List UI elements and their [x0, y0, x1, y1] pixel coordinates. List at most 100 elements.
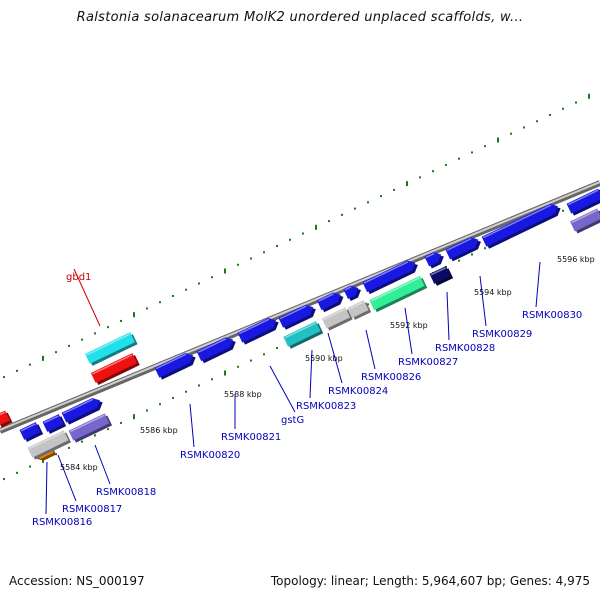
- gene-feature[interactable]: [0, 410, 13, 428]
- gene-feature[interactable]: [27, 430, 72, 461]
- gene-body: [424, 252, 442, 267]
- label-leader-line: [57, 454, 77, 502]
- gene-label[interactable]: RSMK00824: [328, 386, 388, 397]
- ruler-label: 5584 kbp: [60, 463, 98, 472]
- gene-body: [19, 422, 41, 440]
- gene-highlight: [430, 267, 446, 276]
- gene-feature[interactable]: [566, 186, 600, 217]
- gene-body: [566, 188, 600, 214]
- gene-highlight: [86, 333, 131, 356]
- map-title: Ralstonia solanacearum MolK2 unordered u…: [76, 10, 524, 25]
- label-leader-line: [479, 275, 487, 327]
- label-leader-line: [365, 329, 376, 370]
- gene-feature[interactable]: [429, 265, 454, 286]
- gene-feature[interactable]: [481, 201, 563, 250]
- gene-body: [42, 414, 64, 432]
- gene-body: [0, 410, 10, 426]
- label-leader-line: [189, 403, 195, 448]
- gene-highlight: [197, 338, 227, 353]
- gene-body: [61, 397, 101, 423]
- gene-label[interactable]: RSMK00828: [435, 343, 495, 354]
- gene-feature[interactable]: [369, 275, 428, 313]
- gene-highlight: [69, 414, 105, 433]
- gene-label[interactable]: RSMK00830: [522, 310, 582, 321]
- topology-text: Topology: linear; Length: 5,964,607 bp; …: [270, 574, 590, 588]
- gene-feature[interactable]: [90, 352, 140, 385]
- gene-feature[interactable]: [570, 208, 600, 234]
- gene-body: [369, 275, 425, 311]
- gene-feature[interactable]: [445, 234, 483, 262]
- ruler-label: 5586 kbp: [140, 426, 178, 435]
- gene-label[interactable]: RSMK00826: [361, 372, 421, 383]
- gene-body: [278, 304, 314, 328]
- gene-feature[interactable]: [347, 299, 372, 320]
- gene-highlight: [28, 431, 64, 450]
- gene-feature[interactable]: [154, 350, 198, 381]
- gene-body: [481, 203, 558, 247]
- gene-highlight: [43, 415, 59, 424]
- gene-feature[interactable]: [278, 302, 318, 331]
- gene-feature[interactable]: [283, 321, 324, 350]
- gene-highlight: [92, 354, 133, 375]
- gene-highlight: [0, 411, 6, 418]
- gene-feature[interactable]: [85, 332, 138, 367]
- label-leader-line: [269, 365, 296, 413]
- gene-body: [347, 300, 369, 318]
- gene-label[interactable]: RSMK00823: [296, 401, 356, 412]
- gene-label[interactable]: RSMK00820: [180, 450, 240, 461]
- gene-label[interactable]: RSMK00818: [96, 487, 156, 498]
- gene-label[interactable]: RSMK00817: [62, 504, 122, 515]
- gene-body: [90, 353, 138, 383]
- gene-feature[interactable]: [343, 282, 363, 302]
- gene-highlight: [363, 261, 409, 284]
- gene-feature[interactable]: [321, 307, 353, 332]
- gene-feature[interactable]: [61, 395, 105, 426]
- label-leader-line: [73, 268, 101, 327]
- ruler-label: 5596 kbp: [557, 255, 595, 264]
- gene-feature[interactable]: [196, 334, 238, 364]
- upper-tick-track: [3, 93, 590, 379]
- ruler-label: 5594 kbp: [474, 288, 512, 297]
- gene-label[interactable]: RSMK00816: [32, 517, 92, 528]
- gene-label[interactable]: gbd1: [66, 272, 91, 283]
- label-leader-line: [446, 291, 450, 341]
- gene-highlight: [284, 322, 316, 339]
- gene-label[interactable]: gstG: [281, 415, 304, 426]
- gene-highlight: [323, 308, 346, 321]
- gene-highlight: [482, 204, 552, 239]
- backbone-highlight: [0, 181, 600, 431]
- gene-feature[interactable]: [19, 421, 44, 442]
- label-leader-line: [404, 307, 413, 355]
- gene-label[interactable]: RSMK00821: [221, 432, 281, 443]
- gene-body: [316, 292, 341, 311]
- label-leader-line: [45, 461, 48, 515]
- gene-body: [196, 337, 234, 362]
- gene-feature[interactable]: [362, 257, 420, 295]
- gene-feature[interactable]: [316, 289, 346, 313]
- gene-body: [154, 352, 194, 378]
- gene-highlight: [348, 301, 364, 310]
- label-leader-line: [309, 349, 313, 399]
- gene-feature[interactable]: [237, 315, 281, 346]
- gene-feature[interactable]: [42, 413, 67, 434]
- gene-highlight: [370, 277, 420, 302]
- gene-highlight: [62, 398, 94, 415]
- gene-highlight: [279, 305, 307, 320]
- label-leader-line: [94, 444, 111, 485]
- gene-body: [429, 266, 451, 284]
- gene-body: [237, 317, 277, 343]
- gene-body: [85, 332, 135, 364]
- gene-feature[interactable]: [424, 249, 446, 269]
- gene-body: [362, 260, 416, 293]
- gene-highlight: [567, 189, 599, 206]
- gene-feature[interactable]: [68, 413, 113, 444]
- gene-label[interactable]: RSMK00829: [472, 329, 532, 340]
- gene-body: [445, 237, 479, 260]
- gene-highlight: [318, 293, 335, 302]
- gene-highlight: [446, 237, 472, 251]
- gene-label[interactable]: RSMK00827: [398, 357, 458, 368]
- label-leader-line: [535, 261, 541, 308]
- gene-body: [570, 208, 600, 232]
- gene-body: [343, 285, 359, 299]
